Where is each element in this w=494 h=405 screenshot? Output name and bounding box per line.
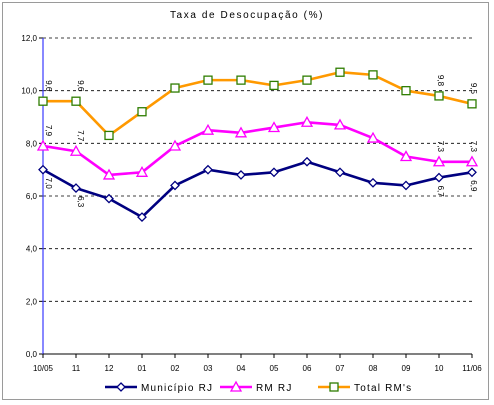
x-tick-label: 10 [435,364,444,373]
point-marker [329,382,339,392]
legend-label: Município RJ [141,383,213,394]
point-marker [137,212,147,222]
point-marker [333,118,347,130]
point-marker [399,150,413,162]
y-tick-label: 6,0 [26,192,38,201]
point-marker [300,115,314,127]
data-label: 7,7 [76,130,85,142]
chart-title: Taxa de Desocupação (%) [170,10,324,21]
point-marker [137,107,147,117]
point-marker [234,126,248,138]
point-marker [236,170,246,180]
series-line [42,160,473,219]
point-marker [465,155,479,167]
point-marker [467,99,477,109]
y-tick-label: 8,0 [26,139,38,148]
y-tick-label: 10,0 [21,87,37,96]
point-marker [401,86,411,96]
x-tick-label: 11 [72,364,81,373]
point-marker [267,121,281,133]
x-tick-label: 02 [171,364,180,373]
data-label: 6,7 [436,186,445,198]
point-marker [71,183,81,194]
data-label: 9,6 [44,80,53,92]
x-tick-label: 07 [336,364,345,373]
point-marker [401,180,411,191]
point-marker [335,167,345,178]
point-marker [236,75,246,85]
point-marker [102,168,116,180]
point-marker [203,164,213,175]
gridlines [43,37,472,302]
x-tick-label: 06 [303,364,312,373]
data-label: 7,3 [469,141,478,153]
y-tick-label: 12,0 [21,34,37,43]
x-tick-label: 08 [369,364,378,373]
point-marker [229,380,243,392]
y-tick-label: 0,0 [26,350,38,359]
point-marker [168,139,182,151]
x-tick-label: 05 [270,364,279,373]
point-marker [269,80,279,91]
point-marker [366,131,380,143]
legend-label: RM RJ [256,383,293,394]
point-marker [71,96,81,106]
point-marker [38,164,48,175]
legend: Município RJ RM RJ Total RM's [105,380,412,394]
x-tick-label: 10/05 [33,364,54,373]
point-marker [302,156,312,167]
point-marker [116,382,126,392]
data-label: 9,6 [76,80,85,92]
point-marker [38,96,48,106]
x-tick-label: 03 [204,364,213,373]
point-marker [104,193,114,204]
point-marker [104,130,114,141]
axes: 0,0 2,0 4,0 6,0 8,0 10,0 12,0 10/05 11 12 01 02 03 04… [21,34,482,373]
point-marker [368,70,378,80]
point-marker [434,172,444,183]
legend-label: Total RM's [354,383,412,394]
point-marker [335,67,345,77]
point-marker [36,139,50,151]
series-group [36,67,479,222]
data-label: 6,9 [469,180,478,192]
chart-frame [2,2,489,400]
series-line [42,120,472,177]
point-marker [170,83,180,93]
data-label: 9,8 [436,75,445,87]
data-label: 7,3 [436,141,445,153]
point-marker [69,144,83,156]
point-marker [368,177,378,188]
y-tick-label: 2,0 [26,297,38,306]
point-marker [432,155,446,167]
x-tick-label: 01 [138,364,147,373]
series-line [43,70,473,137]
data-label: 9,5 [469,83,478,95]
x-tick-label: 09 [402,364,411,373]
x-tick-label: 04 [237,364,246,373]
point-marker [201,123,215,135]
point-marker [135,165,149,177]
point-marker [434,91,444,101]
point-marker [302,75,312,85]
point-marker [170,180,180,191]
data-label: 6,3 [76,196,85,208]
data-labels: 7,0 6,3 6,7 6,9 7,9 7,7 7,3 7,3 9,6 9,6 9,8 9,5 [44,75,478,208]
x-tick-label: 11/06 [462,364,482,373]
x-tick-label: 12 [105,364,114,373]
point-marker [467,167,477,178]
data-label: 7,0 [44,178,53,190]
y-tick-label: 4,0 [26,245,38,254]
point-marker [203,75,213,85]
data-label: 7,9 [44,125,53,137]
point-marker [269,167,279,178]
